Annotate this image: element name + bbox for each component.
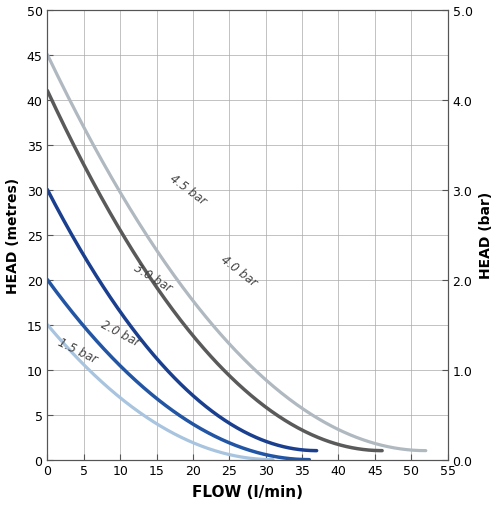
Text: 4.0 bar: 4.0 bar — [218, 252, 259, 288]
X-axis label: FLOW (l/min): FLOW (l/min) — [192, 484, 303, 499]
Y-axis label: HEAD (metres): HEAD (metres) — [5, 177, 19, 293]
Text: 4.5 bar: 4.5 bar — [167, 172, 209, 207]
Text: 3.0 bar: 3.0 bar — [131, 261, 174, 294]
Y-axis label: HEAD (bar): HEAD (bar) — [480, 191, 494, 279]
Text: 2.0 bar: 2.0 bar — [99, 318, 142, 348]
Text: 1.5 bar: 1.5 bar — [55, 335, 99, 366]
